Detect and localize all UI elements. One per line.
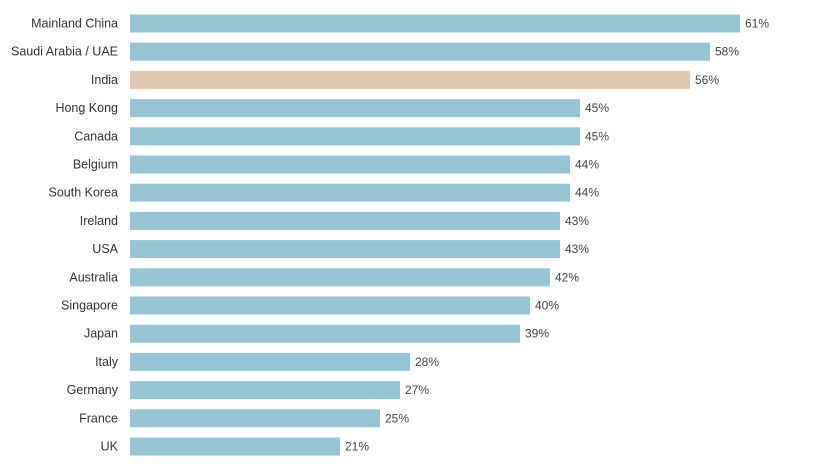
bar-japan	[130, 324, 520, 343]
value-label-singapore: 40%	[535, 299, 559, 313]
category-label-india: India	[91, 73, 118, 87]
value-label-south-korea: 44%	[575, 186, 599, 200]
bar-germany	[130, 381, 400, 400]
value-label-canada: 45%	[585, 129, 609, 143]
bar-south-korea	[130, 183, 570, 202]
bar-usa	[130, 240, 560, 259]
bar-ireland	[130, 211, 560, 230]
bar-australia	[130, 268, 550, 287]
category-label-hong-kong: Hong Kong	[55, 101, 118, 115]
category-label-japan: Japan	[84, 327, 118, 341]
bar-italy	[130, 352, 410, 371]
category-label-singapore: Singapore	[61, 299, 118, 313]
value-label-france: 25%	[385, 411, 409, 425]
value-label-india: 56%	[695, 73, 719, 87]
value-label-saudi-arabia-uae: 58%	[715, 45, 739, 59]
category-label-ireland: Ireland	[80, 214, 118, 228]
category-label-australia: Australia	[69, 270, 118, 284]
value-label-australia: 42%	[555, 270, 579, 284]
category-label-mainland-china: Mainland China	[31, 17, 118, 31]
category-label-usa: USA	[92, 242, 118, 256]
category-label-france: France	[79, 411, 118, 425]
bar-uk	[130, 437, 340, 456]
category-label-germany: Germany	[67, 383, 119, 397]
category-label-saudi-arabia-uae: Saudi Arabia / UAE	[11, 45, 118, 59]
bar-india	[130, 70, 690, 89]
bar-france	[130, 409, 380, 428]
bar-saudi-arabia-uae	[130, 42, 710, 61]
value-label-ireland: 43%	[565, 214, 589, 228]
bar-singapore	[130, 296, 530, 315]
bar-canada	[130, 127, 580, 146]
value-label-uk: 21%	[345, 440, 369, 454]
bar-hong-kong	[130, 99, 580, 118]
bar-mainland-china	[130, 14, 740, 33]
value-label-italy: 28%	[415, 355, 439, 369]
category-label-canada: Canada	[74, 129, 118, 143]
value-label-germany: 27%	[405, 383, 429, 397]
category-label-belgium: Belgium	[73, 158, 118, 172]
value-label-belgium: 44%	[575, 158, 599, 172]
value-label-hong-kong: 45%	[585, 101, 609, 115]
value-label-mainland-china: 61%	[745, 17, 769, 31]
category-label-italy: Italy	[95, 355, 119, 369]
category-label-south-korea: South Korea	[49, 186, 119, 200]
bar-belgium	[130, 155, 570, 174]
value-label-usa: 43%	[565, 242, 589, 256]
value-label-japan: 39%	[525, 327, 549, 341]
category-label-uk: UK	[101, 440, 119, 454]
